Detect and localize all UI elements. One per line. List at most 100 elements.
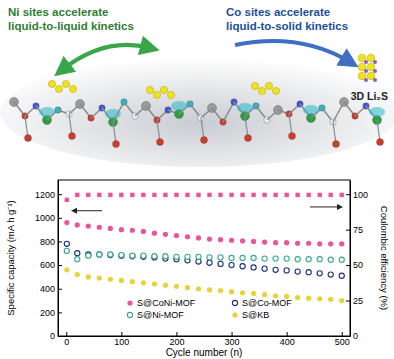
data-point bbox=[317, 271, 322, 276]
tick-label: 25 bbox=[353, 296, 363, 306]
axis-pointer bbox=[310, 206, 340, 207]
tick-label: 0 bbox=[64, 337, 69, 347]
tick: 50 bbox=[346, 260, 363, 270]
data-point bbox=[295, 295, 300, 300]
sulfur-atom bbox=[146, 86, 153, 93]
bond bbox=[113, 102, 124, 122]
data-point bbox=[152, 281, 157, 286]
data-point bbox=[240, 290, 245, 295]
data-point bbox=[196, 286, 201, 291]
tick-mark bbox=[66, 332, 67, 336]
arrow bbox=[62, 45, 150, 70]
y-axis-title: Specific capacity (mA h g⁻¹) bbox=[5, 200, 16, 315]
data-point bbox=[306, 296, 311, 301]
tick-mark bbox=[287, 332, 288, 336]
data-point bbox=[108, 226, 113, 231]
legend-item: S@Co-MOF bbox=[232, 298, 292, 308]
data-point bbox=[229, 193, 233, 197]
data-point bbox=[240, 255, 245, 260]
data-point bbox=[130, 228, 135, 233]
data-point bbox=[64, 248, 69, 253]
data-point bbox=[86, 253, 91, 258]
data-point bbox=[141, 229, 146, 234]
tick-mark bbox=[176, 332, 177, 336]
data-point bbox=[163, 232, 168, 237]
tick: 400 bbox=[40, 284, 62, 294]
sulfur-atom bbox=[265, 82, 272, 89]
tick-mark bbox=[58, 218, 62, 219]
tick: 600 bbox=[40, 260, 62, 270]
sulfur-atom bbox=[167, 91, 174, 98]
ni-label: liquid-to-liquid kinetics bbox=[8, 20, 134, 32]
tick-label: 100 bbox=[114, 337, 129, 347]
data-point bbox=[207, 236, 212, 241]
sulfur-atom bbox=[62, 80, 69, 87]
atom bbox=[201, 137, 208, 144]
data-point bbox=[340, 193, 344, 197]
data-point bbox=[75, 272, 80, 277]
tick: 1000 bbox=[35, 213, 62, 223]
data-point bbox=[339, 257, 344, 262]
data-point bbox=[86, 274, 91, 279]
tick: 300 bbox=[225, 332, 240, 347]
sulfur-atom bbox=[258, 87, 265, 94]
atom bbox=[333, 141, 340, 148]
data-point bbox=[251, 291, 256, 296]
data-point bbox=[229, 255, 234, 260]
co-label: Co sites accelerate bbox=[226, 6, 330, 18]
data-point bbox=[130, 193, 134, 197]
sulfur-atom bbox=[272, 87, 279, 94]
data-point bbox=[108, 277, 113, 282]
tick-label: 400 bbox=[40, 284, 55, 294]
series bbox=[64, 267, 344, 303]
figure: Ni sites accelerateliquid-to-liquid kine… bbox=[0, 0, 394, 359]
orbital bbox=[369, 107, 385, 117]
legend-label: S@Co-MOF bbox=[242, 298, 292, 308]
atom bbox=[289, 133, 296, 140]
series bbox=[64, 220, 344, 246]
data-point bbox=[328, 297, 333, 302]
data-point bbox=[163, 283, 168, 288]
legend-label: S@CoNi-MOF bbox=[137, 298, 196, 308]
data-point bbox=[152, 254, 157, 259]
data-point bbox=[119, 253, 124, 258]
data-point bbox=[295, 193, 299, 197]
data-point bbox=[196, 254, 201, 259]
sulfur-atom bbox=[55, 85, 62, 92]
li2s-atom bbox=[373, 78, 377, 82]
data-point bbox=[273, 256, 278, 261]
tick-label: 50 bbox=[353, 260, 363, 270]
data-point bbox=[75, 193, 79, 197]
data-point bbox=[284, 256, 289, 261]
data-point bbox=[218, 237, 223, 242]
tick: 1200 bbox=[35, 190, 62, 200]
data-point bbox=[317, 296, 322, 301]
illustration-background bbox=[0, 57, 394, 167]
axis-line bbox=[350, 181, 351, 337]
data-point bbox=[185, 254, 190, 259]
atom bbox=[113, 141, 120, 148]
tick: 800 bbox=[40, 237, 62, 247]
tick-mark bbox=[58, 265, 62, 266]
data-point bbox=[185, 285, 190, 290]
data-point bbox=[273, 267, 278, 272]
data-point bbox=[218, 261, 223, 266]
legend-marker bbox=[232, 300, 237, 305]
legend-item: S@CoNi-MOF bbox=[127, 298, 195, 308]
axis-line bbox=[59, 336, 351, 337]
data-point bbox=[240, 238, 245, 243]
legend-item: S@KB bbox=[232, 310, 269, 320]
tick: 400 bbox=[280, 332, 295, 347]
data-point bbox=[273, 193, 277, 197]
data-point bbox=[229, 238, 234, 243]
tick-label: 400 bbox=[280, 337, 295, 347]
data-point bbox=[240, 193, 244, 197]
data-point bbox=[97, 225, 102, 230]
tick-mark bbox=[346, 265, 350, 266]
data-point bbox=[174, 233, 179, 238]
data-point bbox=[295, 269, 300, 274]
data-point bbox=[86, 223, 91, 228]
tick: 100 bbox=[346, 190, 368, 200]
legend: S@CoNi-MOFS@Co-MOFS@Ni-MOFS@KB bbox=[127, 298, 292, 320]
data-point bbox=[64, 241, 69, 246]
